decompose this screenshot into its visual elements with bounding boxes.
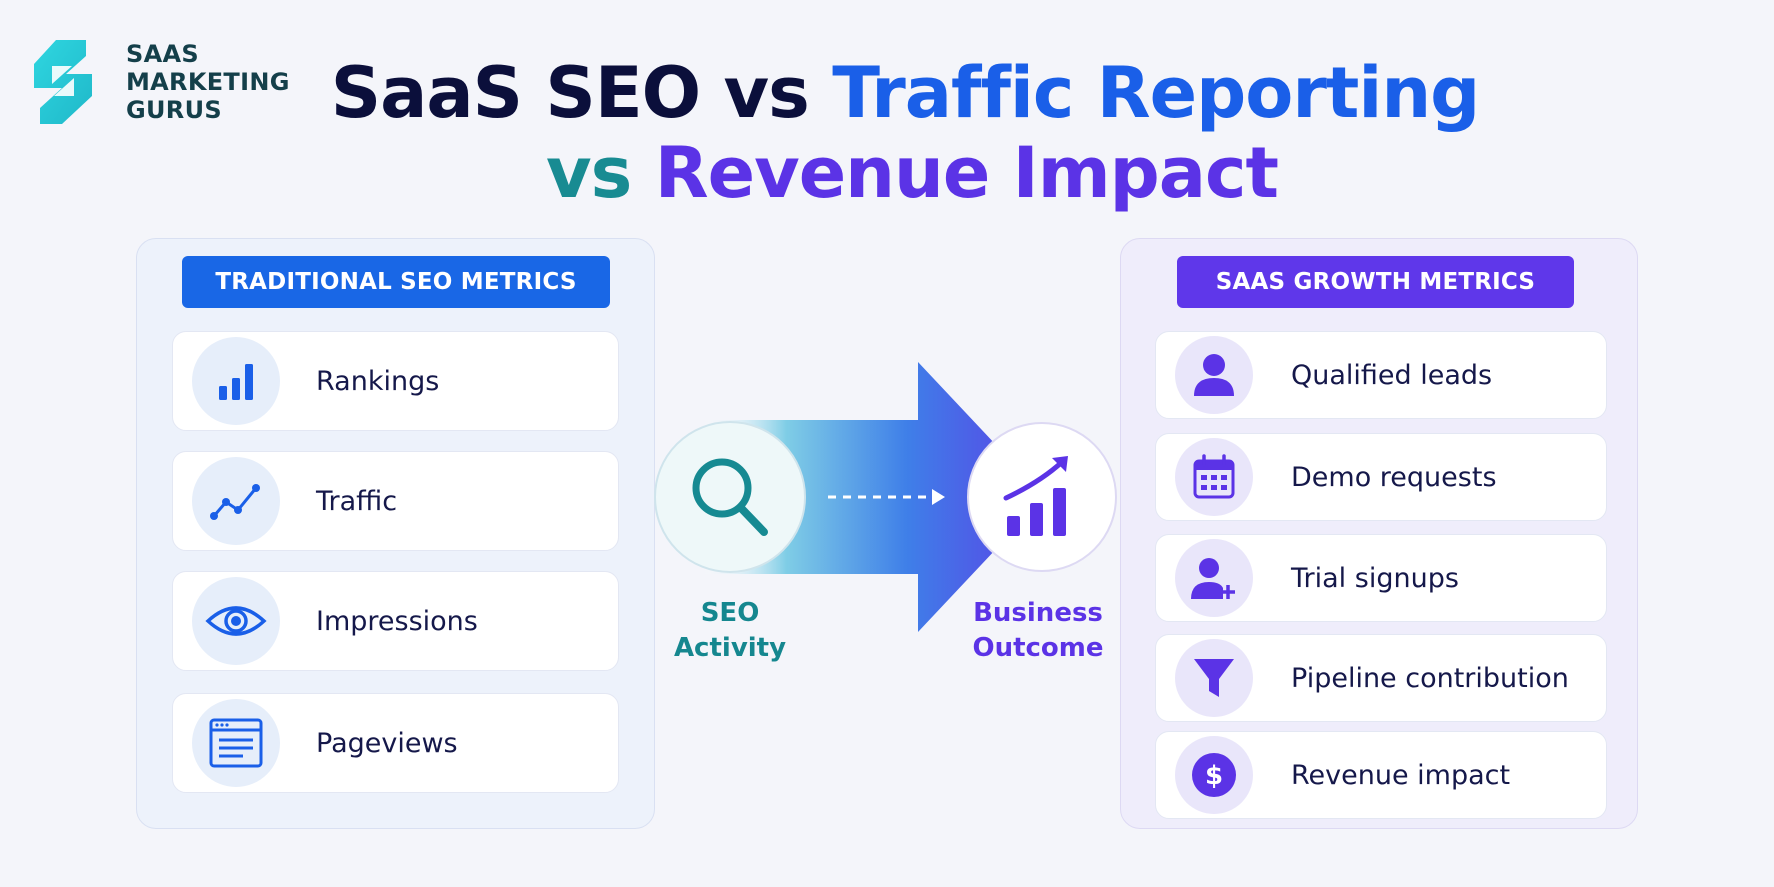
- metric-card-trial-signups: Trial signups: [1155, 534, 1607, 622]
- bar-chart-icon: [192, 337, 280, 425]
- calendar-icon: [1175, 438, 1253, 516]
- logo-line: GURUS: [126, 96, 222, 124]
- eye-icon: [192, 577, 280, 665]
- seo-activity-label: SEO Activity: [660, 596, 800, 666]
- growth-chart-icon: [1003, 456, 1068, 536]
- label-line: Outcome: [972, 633, 1104, 663]
- title-part: SaaS SEO vs: [330, 52, 833, 134]
- metric-card-pageviews: Pageviews: [172, 693, 619, 793]
- metric-label: Rankings: [316, 365, 440, 397]
- metric-label: Pageviews: [316, 727, 458, 759]
- panel-heading: SAAS GROWTH METRICS: [1177, 256, 1574, 308]
- user-icon: [1175, 336, 1253, 414]
- title-part: vs: [546, 132, 655, 214]
- metric-label: Qualified leads: [1291, 359, 1493, 391]
- logo-mark-icon: [34, 40, 92, 124]
- metric-card-pipeline-contribution: Pipeline contribution: [1155, 634, 1607, 722]
- page-title-line-1: SaaS SEO vs Traffic Reporting: [0, 50, 1774, 136]
- metric-label: Trial signups: [1291, 562, 1459, 594]
- title-part-highlight: Revenue Impact: [654, 132, 1279, 214]
- title-part-highlight: Traffic Reporting: [832, 52, 1480, 134]
- logo-line: MARKETING: [126, 68, 290, 96]
- metric-card-revenue-impact: $ Revenue impact: [1155, 731, 1607, 819]
- browser-page-icon: [192, 699, 280, 787]
- panel-heading: TRADITIONAL SEO METRICS: [182, 256, 610, 308]
- metric-label: Revenue impact: [1291, 759, 1511, 791]
- metric-card-traffic: Traffic: [172, 451, 619, 551]
- label-line: SEO: [700, 598, 760, 628]
- business-outcome-label: Business Outcome: [968, 596, 1108, 666]
- dollar-icon: $: [1175, 736, 1253, 814]
- metric-label: Traffic: [316, 485, 398, 517]
- metric-card-demo-requests: Demo requests: [1155, 433, 1607, 521]
- flow-arrow-shape: [700, 362, 1045, 632]
- logo-line: SAAS: [126, 40, 199, 68]
- metric-label: Pipeline contribution: [1291, 662, 1569, 694]
- line-chart-icon: [192, 457, 280, 545]
- saas-growth-metrics-panel: SAAS GROWTH METRICS Qualified leads: [1120, 238, 1638, 829]
- seo-activity-circle: [654, 421, 806, 573]
- metric-card-impressions: Impressions: [172, 571, 619, 671]
- metric-label: Impressions: [316, 605, 478, 637]
- label-line: Activity: [673, 633, 787, 663]
- logo-text: SAAS MARKETING GURUS: [126, 40, 290, 124]
- page-title-line-2: vs Revenue Impact: [0, 130, 1774, 216]
- metric-card-qualified-leads: Qualified leads: [1155, 331, 1607, 419]
- metric-card-rankings: Rankings: [172, 331, 619, 431]
- metric-label: Demo requests: [1291, 461, 1497, 493]
- brand-logo: SAAS MARKETING GURUS: [22, 36, 290, 128]
- business-outcome-circle: [967, 422, 1117, 572]
- traditional-seo-metrics-panel: TRADITIONAL SEO METRICS Rankings Traffic: [136, 238, 655, 829]
- search-icon: [692, 458, 768, 536]
- label-line: Business: [973, 598, 1103, 628]
- funnel-icon: [1175, 639, 1253, 717]
- user-plus-icon: [1175, 539, 1253, 617]
- svg-text:$: $: [1205, 761, 1223, 791]
